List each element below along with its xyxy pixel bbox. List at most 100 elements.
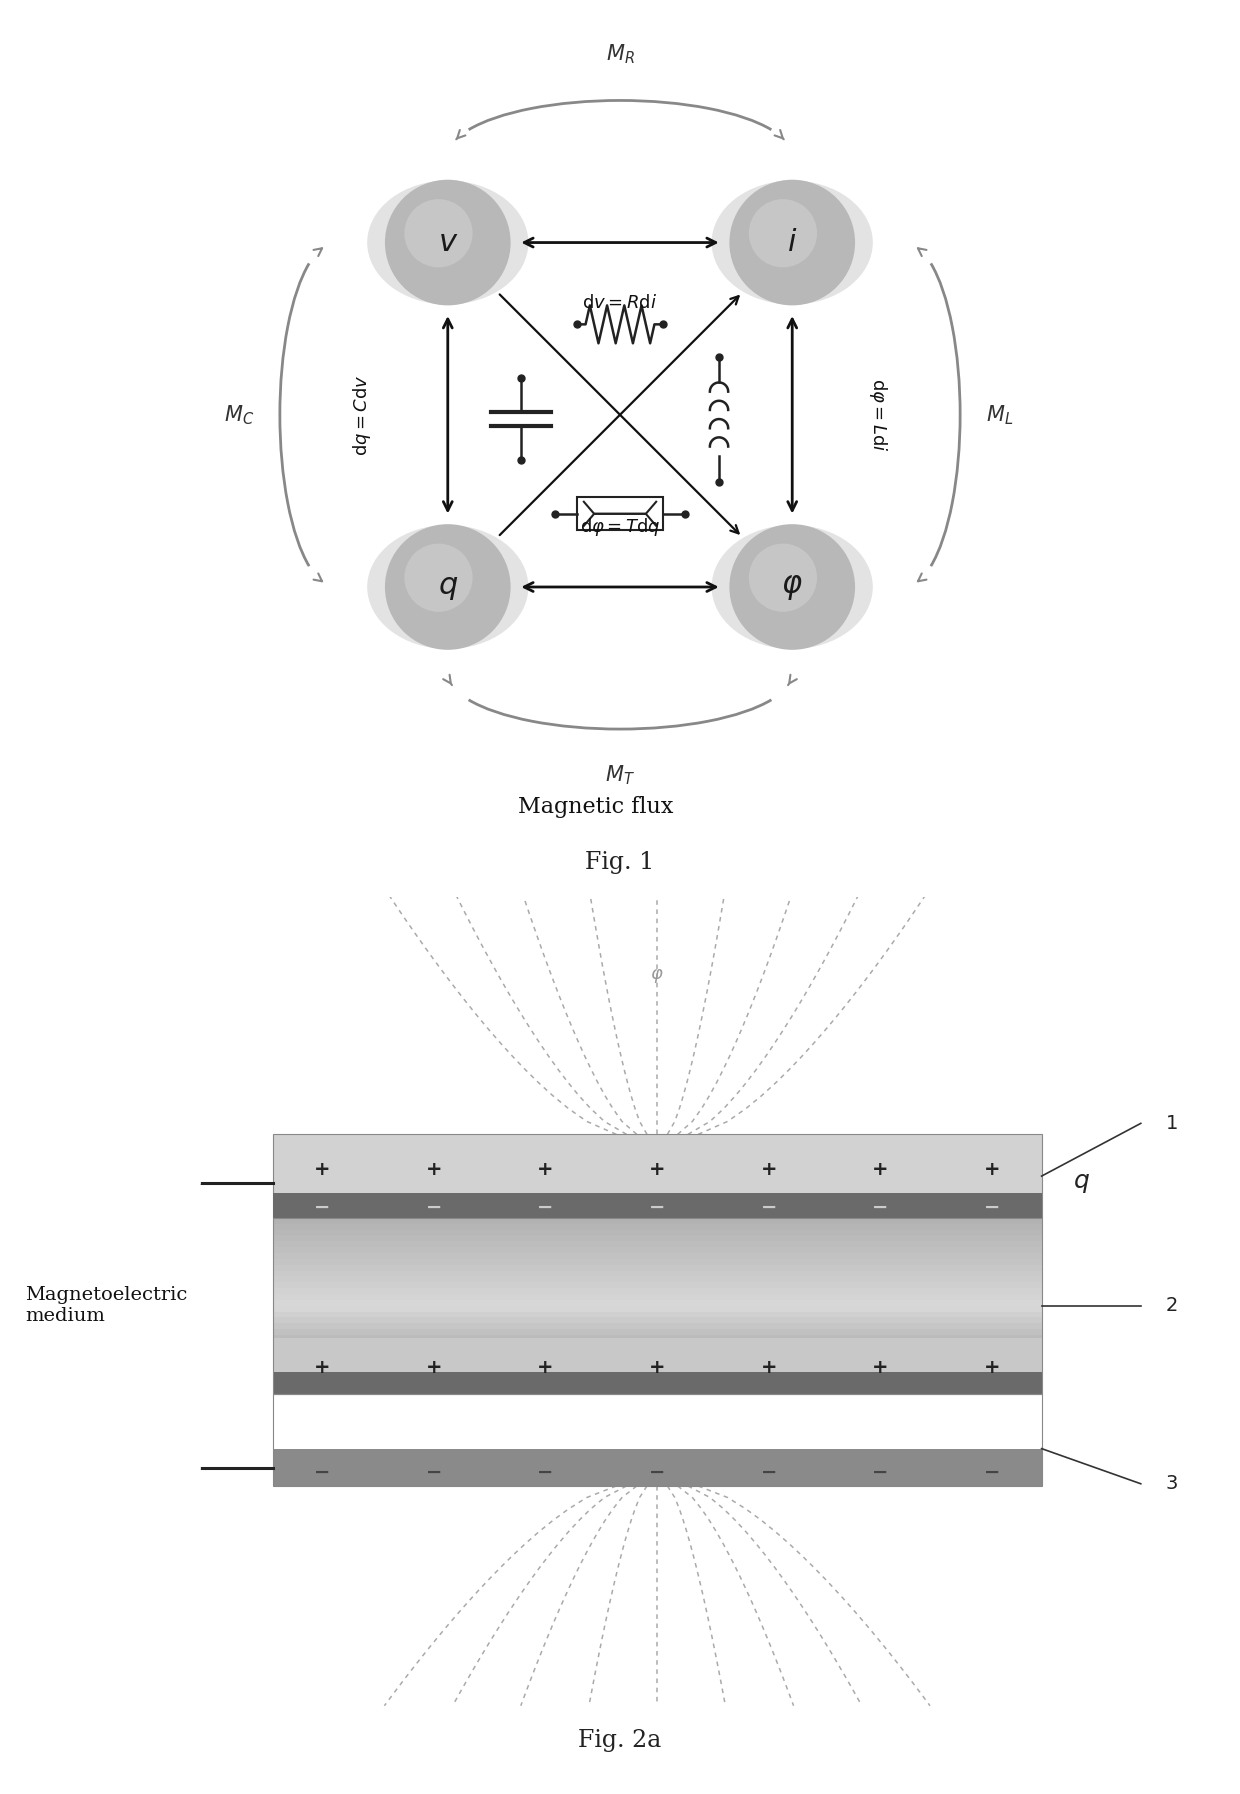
- Circle shape: [730, 526, 854, 649]
- Bar: [273, 1394, 1042, 1485]
- Bar: [273, 1372, 1042, 1394]
- Ellipse shape: [367, 526, 528, 649]
- Bar: [273, 1365, 1042, 1371]
- Text: Fig. 1: Fig. 1: [585, 850, 655, 874]
- Text: +: +: [314, 1358, 331, 1376]
- Bar: [273, 1311, 1042, 1317]
- Text: −: −: [983, 1464, 1001, 1482]
- Circle shape: [730, 181, 854, 305]
- Bar: [273, 1259, 1042, 1265]
- Text: −: −: [537, 1198, 554, 1216]
- Text: −: −: [760, 1464, 777, 1482]
- Text: −: −: [872, 1198, 889, 1216]
- Bar: [273, 1283, 1042, 1288]
- Text: +: +: [649, 1161, 666, 1179]
- Bar: [273, 1265, 1042, 1270]
- Text: +: +: [872, 1358, 889, 1376]
- Bar: [273, 1270, 1042, 1277]
- Text: −: −: [983, 1198, 1001, 1216]
- Bar: [273, 1229, 1042, 1236]
- Bar: [273, 1347, 1042, 1353]
- Bar: [273, 1371, 1042, 1376]
- Bar: [273, 1236, 1042, 1241]
- Bar: [273, 1324, 1042, 1329]
- Bar: [273, 1301, 1042, 1306]
- Text: $M_R$: $M_R$: [605, 43, 635, 66]
- Text: $M_C$: $M_C$: [224, 404, 254, 427]
- Text: Magnetoelectric
medium: Magnetoelectric medium: [25, 1286, 187, 1326]
- Text: +: +: [425, 1161, 443, 1179]
- Circle shape: [386, 181, 510, 305]
- Text: ${\rm d}q = C{\rm d}v$: ${\rm d}q = C{\rm d}v$: [351, 373, 373, 456]
- Bar: [273, 1358, 1042, 1365]
- Text: −: −: [649, 1464, 666, 1482]
- Ellipse shape: [367, 181, 528, 305]
- Circle shape: [404, 544, 472, 612]
- Bar: [273, 1288, 1042, 1293]
- Bar: [273, 1218, 1042, 1224]
- Circle shape: [404, 199, 472, 267]
- Bar: [273, 1317, 1042, 1324]
- Bar: [273, 1293, 1042, 1301]
- Text: 1: 1: [1166, 1114, 1178, 1132]
- Text: ${\rm d}\varphi = L{\rm d}i$: ${\rm d}\varphi = L{\rm d}i$: [867, 379, 889, 452]
- Text: +: +: [983, 1358, 1001, 1376]
- Bar: [273, 1277, 1042, 1283]
- Bar: [273, 1306, 1042, 1311]
- Bar: [273, 1252, 1042, 1259]
- Bar: [273, 1450, 1042, 1485]
- Text: +: +: [760, 1358, 777, 1376]
- Text: Fig. 2a: Fig. 2a: [578, 1729, 662, 1753]
- Bar: [273, 1241, 1042, 1247]
- Circle shape: [749, 199, 817, 267]
- Bar: [273, 1218, 1042, 1394]
- Text: −: −: [314, 1464, 331, 1482]
- Bar: [273, 1381, 1042, 1389]
- Text: $q$: $q$: [1073, 1171, 1090, 1195]
- Bar: [273, 1224, 1042, 1229]
- Text: $\varphi$: $\varphi$: [650, 967, 665, 985]
- Text: −: −: [649, 1198, 666, 1216]
- Text: $M_L$: $M_L$: [986, 404, 1013, 427]
- FancyBboxPatch shape: [577, 497, 663, 531]
- Circle shape: [167, 1171, 200, 1195]
- Text: −: −: [537, 1464, 554, 1482]
- Bar: [273, 1335, 1042, 1340]
- Bar: [273, 1329, 1042, 1335]
- Text: +: +: [537, 1358, 554, 1376]
- Text: −: −: [425, 1198, 443, 1216]
- Circle shape: [167, 1457, 200, 1480]
- Circle shape: [386, 526, 510, 649]
- Text: +: +: [872, 1161, 889, 1179]
- Text: −: −: [872, 1464, 889, 1482]
- Text: $M_T$: $M_T$: [605, 764, 635, 788]
- Text: $i$: $i$: [787, 228, 797, 258]
- Text: +: +: [760, 1161, 777, 1179]
- Text: ${\rm d}v = R{\rm d}i$: ${\rm d}v = R{\rm d}i$: [583, 294, 657, 312]
- Text: +: +: [983, 1161, 1001, 1179]
- Text: ${\rm d}\varphi = T{\rm d}q$: ${\rm d}\varphi = T{\rm d}q$: [580, 515, 660, 538]
- Bar: [273, 1340, 1042, 1347]
- Bar: [273, 1353, 1042, 1358]
- Bar: [273, 1389, 1042, 1394]
- Text: Magnetic flux: Magnetic flux: [517, 797, 673, 818]
- Bar: [273, 1247, 1042, 1252]
- Text: 3: 3: [1166, 1475, 1178, 1493]
- Text: +: +: [537, 1161, 554, 1179]
- Bar: [273, 1134, 1042, 1218]
- Text: $v$: $v$: [438, 228, 458, 258]
- Text: +: +: [649, 1358, 666, 1376]
- Text: +: +: [314, 1161, 331, 1179]
- Text: $q$: $q$: [438, 572, 458, 603]
- Text: −: −: [425, 1464, 443, 1482]
- Text: $\varphi$: $\varphi$: [781, 572, 804, 603]
- Bar: [273, 1338, 1042, 1394]
- Text: +: +: [425, 1358, 443, 1376]
- Bar: [273, 1376, 1042, 1381]
- Ellipse shape: [712, 181, 873, 305]
- Ellipse shape: [712, 526, 873, 649]
- Circle shape: [749, 544, 817, 612]
- Bar: [273, 1193, 1042, 1218]
- Text: −: −: [760, 1198, 777, 1216]
- Text: −: −: [314, 1198, 331, 1216]
